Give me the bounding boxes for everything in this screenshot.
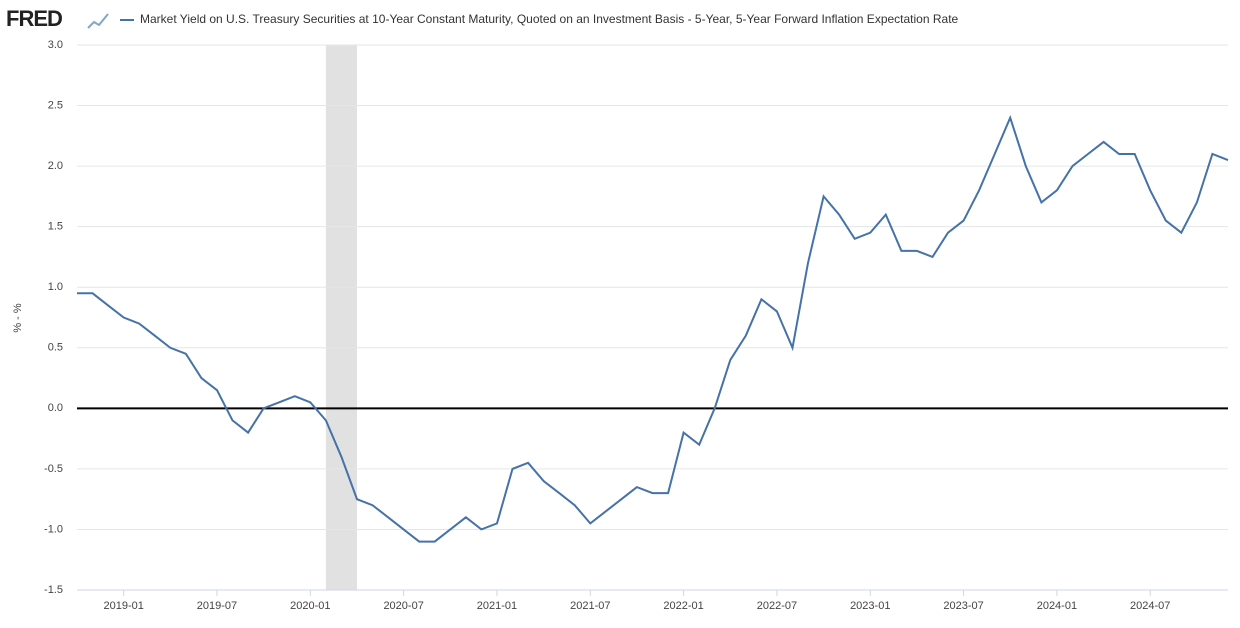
y-tick-label: 0.5 (48, 342, 63, 354)
y-axis-label: % - % (12, 303, 24, 333)
legend-label: Market Yield on U.S. Treasury Securities… (140, 12, 959, 26)
x-tick-label: 2019-01 (103, 600, 143, 612)
x-tick-label: 2021-07 (570, 600, 610, 612)
series-line (77, 114, 1229, 543)
y-tick-label: -0.5 (44, 463, 63, 475)
x-tick-label: 2024-07 (1130, 600, 1170, 612)
y-tick-label: 1.0 (48, 281, 63, 293)
y-tick-label: 2.0 (48, 160, 63, 172)
y-tick-label: -1.0 (44, 523, 63, 535)
y-tick-label: 0.0 (48, 402, 63, 414)
x-tick-label: 2019-07 (197, 600, 237, 612)
y-tick-label: -1.5 (44, 584, 63, 596)
x-tick-label: 2022-01 (663, 600, 703, 612)
x-tick-label: 2023-01 (850, 600, 890, 612)
x-tick-label: 2023-07 (943, 600, 983, 612)
x-tick-label: 2020-07 (383, 600, 423, 612)
y-tick-label: 1.5 (48, 221, 63, 233)
logo-icon (87, 13, 109, 29)
y-tick-label: 3.0 (48, 39, 63, 51)
x-tick-label: 2024-01 (1037, 600, 1077, 612)
x-tick-label: 2022-07 (757, 600, 797, 612)
recession-shading (325, 45, 357, 590)
logo: FRED (6, 6, 62, 31)
y-tick-label: 2.5 (48, 99, 63, 111)
x-tick-label: 2021-01 (477, 600, 517, 612)
x-tick-label: 2020-01 (290, 600, 330, 612)
